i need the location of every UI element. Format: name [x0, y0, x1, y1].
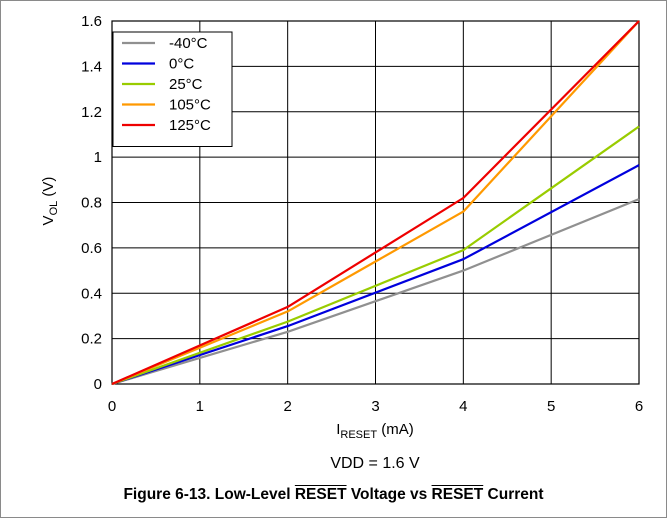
x-tick-label: 5: [547, 398, 555, 415]
caption-middle: Voltage vs: [346, 486, 432, 503]
y-tick-label: 1.6: [81, 13, 102, 30]
series-line: [111, 198, 640, 386]
series-lines: [111, 20, 640, 386]
legend-label: 25°C: [169, 76, 203, 93]
y-tick-label: 0: [94, 376, 102, 393]
y-axis-title: VOL (V): [40, 177, 60, 226]
vdd-annotation: VDD = 1.6 V: [330, 455, 420, 472]
x-tick-label: 3: [371, 398, 379, 415]
y-tick-label: 1.4: [81, 58, 102, 75]
legend-label: 125°C: [169, 117, 211, 134]
series-line: [111, 164, 640, 386]
legend-label: 0°C: [169, 56, 194, 73]
x-tick-label: 1: [196, 398, 204, 415]
x-tick-label: 2: [283, 398, 291, 415]
tick-labels: 0 1 2 3 4 5 6 0 0.2 0.4 0.6 0.8 1 1.2 1.4 1.6: [81, 13, 643, 415]
grid: [111, 20, 640, 385]
x-axis-title-subscript: RESET: [340, 429, 377, 441]
series-line: [111, 20, 640, 386]
x-axis-title: IRESET (mA): [336, 421, 414, 441]
x-tick-label: 6: [635, 398, 643, 415]
chart: 0 1 2 3 4 5 6 0 0.2 0.4 0.6 0.8 1 1.2 1.4 1.6 -40°C 0°C 2…: [40, 13, 643, 472]
legend-label: -40°C: [169, 35, 208, 52]
y-axis-title-subscript: OL: [48, 201, 60, 216]
figure-caption: Figure 6-13. Low-Level RESET Voltage vs …: [1, 486, 666, 504]
legend-label: 105°C: [169, 97, 211, 114]
series-line: [111, 20, 640, 386]
series-line: [111, 125, 640, 386]
y-tick-label: 0.4: [81, 285, 102, 302]
caption-suffix: Current: [483, 486, 544, 503]
y-tick-label: 0.8: [81, 195, 102, 212]
x-tick-label: 4: [459, 398, 467, 415]
plot-area-frame: [111, 20, 640, 385]
caption-prefix: Figure 6-13. Low-Level: [123, 486, 295, 503]
y-tick-label: 0.6: [81, 240, 102, 257]
caption-overline-reset-1: RESET: [294, 486, 347, 503]
legend-box: [112, 31, 233, 147]
y-tick-label: 1: [94, 149, 102, 166]
y-tick-label: 1.2: [81, 104, 102, 121]
caption-overline-reset-2: RESET: [431, 486, 484, 503]
x-tick-label: 0: [108, 398, 116, 415]
legend: -40°C 0°C 25°C 105°C 125°C: [112, 31, 233, 147]
y-tick-label: 0.2: [81, 331, 102, 348]
